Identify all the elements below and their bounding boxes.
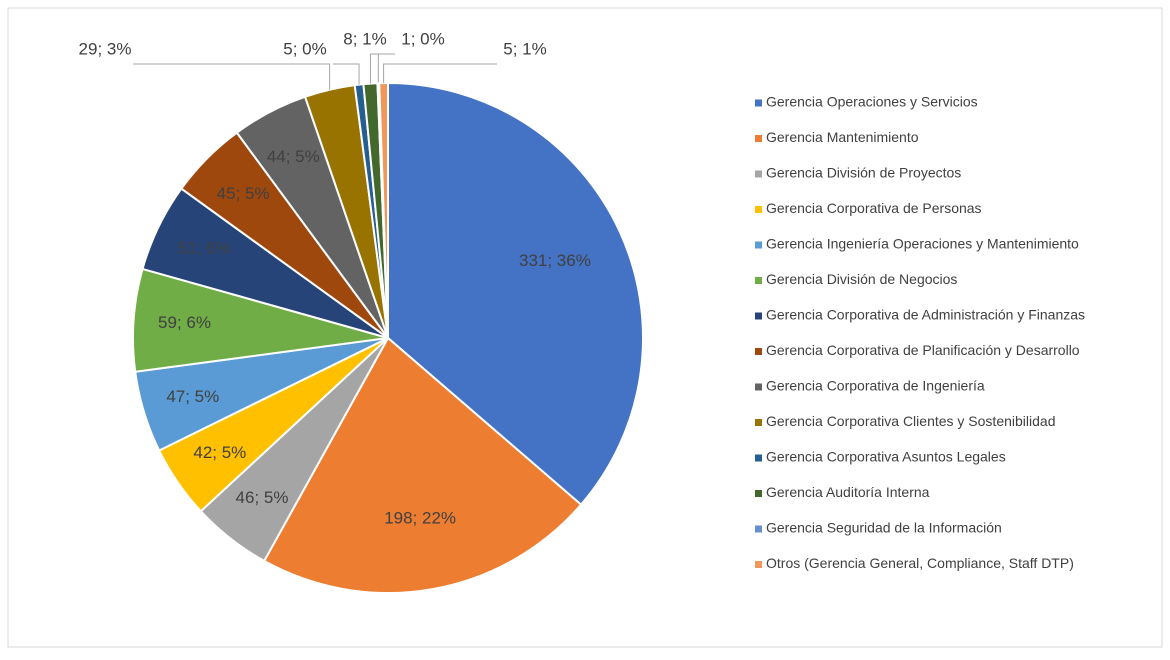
legend-swatch: [755, 348, 762, 355]
legend-swatch: [755, 135, 762, 142]
legend-swatch: [755, 490, 762, 497]
legend-swatch: [755, 525, 762, 533]
legend-label: Gerencia Corporativa de Ingeniería: [766, 378, 985, 394]
data-label: 198; 22%: [384, 508, 456, 527]
legend-swatch: [755, 419, 762, 426]
leader-line: [133, 63, 331, 90]
leader-line: [333, 63, 360, 85]
legend-label: Otros (Gerencia General, Compliance, Sta…: [766, 555, 1074, 571]
legend-label: Gerencia Seguridad de la Información: [766, 520, 1002, 536]
data-label: 8; 1%: [343, 29, 386, 48]
legend-swatch: [755, 312, 762, 320]
data-label: 59; 6%: [158, 313, 211, 332]
legend-label: Gerencia Corporativa Clientes y Sostenib…: [766, 413, 1055, 429]
data-label: 44; 5%: [267, 147, 320, 166]
leader-line: [383, 63, 497, 84]
legend-label: Gerencia División de Proyectos: [766, 165, 961, 181]
legend-swatch: [755, 454, 762, 462]
legend-label: Gerencia Corporativa de Administración y…: [766, 307, 1085, 323]
data-label: 47; 5%: [166, 387, 219, 406]
legend-label: Gerencia División de Negocios: [766, 271, 957, 287]
legend-swatch: [755, 170, 762, 178]
legend-swatch: [755, 99, 762, 107]
data-label: 5; 1%: [503, 39, 546, 58]
leader-line: [377, 53, 395, 84]
legend-swatch: [755, 241, 762, 249]
data-label: 42; 5%: [193, 443, 246, 462]
legend-label: Gerencia Mantenimiento: [766, 129, 919, 145]
data-label: 29; 3%: [79, 39, 132, 58]
legend-swatch: [755, 277, 762, 284]
data-label: 46; 5%: [236, 488, 289, 507]
data-label: 1; 0%: [401, 29, 444, 48]
legend-label: Gerencia Auditoría Interna: [766, 484, 930, 500]
pie-slice: [262, 336, 583, 594]
data-label: 51; 6%: [178, 239, 231, 258]
data-label: 5; 0%: [283, 39, 326, 58]
pie-slice: [387, 81, 644, 507]
legend-label: Gerencia Corporativa de Planificación y …: [766, 342, 1080, 358]
data-label: 331; 36%: [519, 251, 591, 270]
legend-label: Gerencia Corporativa de Personas: [766, 200, 982, 216]
legend-label: Gerencia Corporativa Asuntos Legales: [766, 449, 1006, 465]
legend-label: Gerencia Operaciones y Servicios: [766, 94, 978, 110]
data-label: 45; 5%: [217, 184, 270, 203]
legend-swatch: [755, 383, 762, 391]
legend-swatch: [755, 206, 762, 213]
legend-label: Gerencia Ingeniería Operaciones y Manten…: [766, 236, 1079, 252]
legend-swatch: [755, 561, 762, 568]
